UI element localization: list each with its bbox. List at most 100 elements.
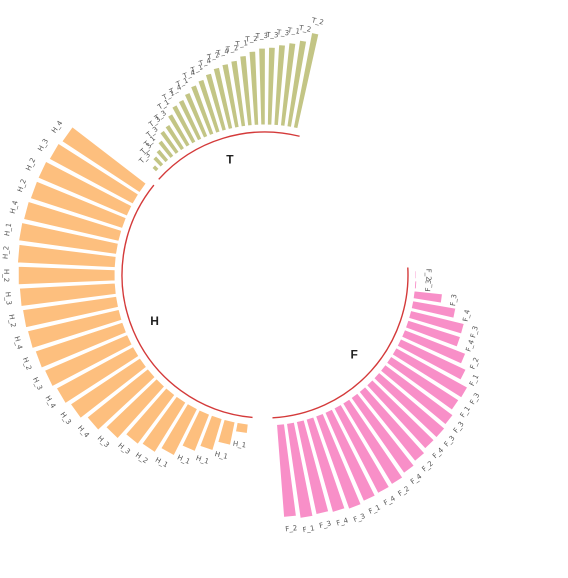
bar-H-20 [22,200,123,242]
bar-F-13 [365,379,435,450]
bar-T-24 [292,31,320,130]
bar-T-17 [239,54,253,127]
bar-F-22 [285,421,314,519]
bar-label-H-6: H_2 [134,451,149,465]
bar-label-F-21: F_3 [319,520,333,531]
bar-F-16 [341,398,404,486]
bar-T-1 [151,163,160,173]
bar-F-12 [373,371,446,439]
bar-F-10 [385,355,460,411]
group-arc-H [121,184,253,419]
bar-F-20 [305,416,346,514]
bar-label-F-9: F_3 [468,392,481,406]
bar-label-F-20: F_4 [335,516,349,527]
bar-F-7 [400,328,467,365]
bar-label-F-14: F_2 [421,460,435,474]
bar-label-F-7: F_2 [469,356,481,370]
bar-H-19 [17,221,119,255]
bar-label-T-16: T_2 [225,44,239,54]
bar-T-5 [159,129,180,156]
bar-F-6 [404,319,462,348]
bar-H-11 [55,345,140,405]
bar-F-17 [333,403,391,495]
bar-label-H-10: H_3 [58,411,72,426]
bar-label-F-13: F_4 [431,446,446,460]
bar-F-9 [391,347,469,399]
bar-label-F-18: F_1 [367,503,381,515]
bar-F-3 [412,290,444,304]
bar-F-5 [408,309,465,335]
bar-label-T-24: T_2 [310,16,325,27]
bar-label-H-5: H_1 [154,456,169,469]
bar-label-H-9: H_4 [76,424,91,440]
bar-H-15 [21,295,120,329]
bar-H-12 [43,333,133,388]
bar-label-H-16: H_3 [4,291,13,305]
bar-label-H-1: H_1 [232,440,246,450]
bar-H-18 [16,243,117,269]
bar-label-H-20: H_4 [9,199,20,214]
bar-label-T-13: T_4 [197,57,212,68]
bar-F-15 [350,392,415,475]
group-label-T: T [226,152,234,166]
bar-label-T-12: T_1 [189,63,204,75]
bar-F-8 [396,338,467,381]
bar-H-13 [34,321,128,369]
bar-H-14 [26,308,123,350]
bar-label-F-3: F_3 [449,294,459,307]
bar-label-T-19: T_3 [255,32,268,40]
bar-F-4 [410,300,457,319]
bar-T-22 [279,42,297,127]
group-label-H: H [150,314,159,328]
group-arc-T [158,131,300,180]
bar-label-F-8: F_1 [468,373,481,387]
bar-label-H-21: H_2 [16,178,28,193]
bar-label-T-23: T_2 [297,24,311,34]
bar-label-H-24: H_4 [50,119,65,135]
bar-label-H-2: H_1 [214,450,229,461]
bar-F-19 [314,412,362,510]
bar-T-2 [151,155,165,168]
bar-label-T-15: T_4 [215,47,230,57]
bar-T-18 [248,50,260,126]
bar-label-F-2: F_3 [424,279,433,291]
bar-label-T-18: T_2 [244,35,258,44]
bar-T-6 [164,123,186,152]
bar-label-H-14: H_4 [13,335,24,350]
bar-H-16 [18,282,117,308]
bar-T-16 [230,59,247,128]
bar-label-H-3: H_1 [195,454,210,466]
bar-H-24 [61,125,147,194]
bar-F-1 [414,270,417,280]
bar-label-F-4: F_4 [462,308,472,322]
bar-H-22 [37,160,133,217]
bar-H-7 [124,387,176,446]
group-arc-F [272,267,409,419]
bar-F-14 [358,386,426,463]
bar-H-6 [141,395,187,454]
bar-label-F-17: F_4 [382,494,397,507]
bar-label-T-21: T_3 [276,28,290,37]
bar-T-12 [197,78,221,134]
bar-label-H-4: H_1 [176,453,191,466]
bar-H-5 [160,402,199,457]
bar-H-1 [234,421,249,435]
bar-T-4 [157,139,175,160]
bar-label-H-13: H_2 [21,356,33,371]
bar-H-4 [181,409,211,453]
bar-label-F-12: F_3 [443,434,457,448]
bar-label-F-23: F_2 [285,524,298,533]
bar-H-8 [105,378,166,440]
bar-label-T-22: T_1 [286,26,300,36]
bar-T-20 [266,46,276,126]
bar-T-15 [221,63,240,129]
bar-H-9 [86,367,156,431]
bar-T-13 [204,72,228,132]
bar-H-10 [69,357,148,420]
bar-T-23 [286,39,308,128]
bar-T-7 [166,112,191,148]
bar-label-T-14: T_2 [206,51,221,62]
bar-label-T-20: T_3 [265,31,278,39]
bar-label-H-7: H_3 [116,442,131,457]
bar-H-21 [29,180,127,230]
